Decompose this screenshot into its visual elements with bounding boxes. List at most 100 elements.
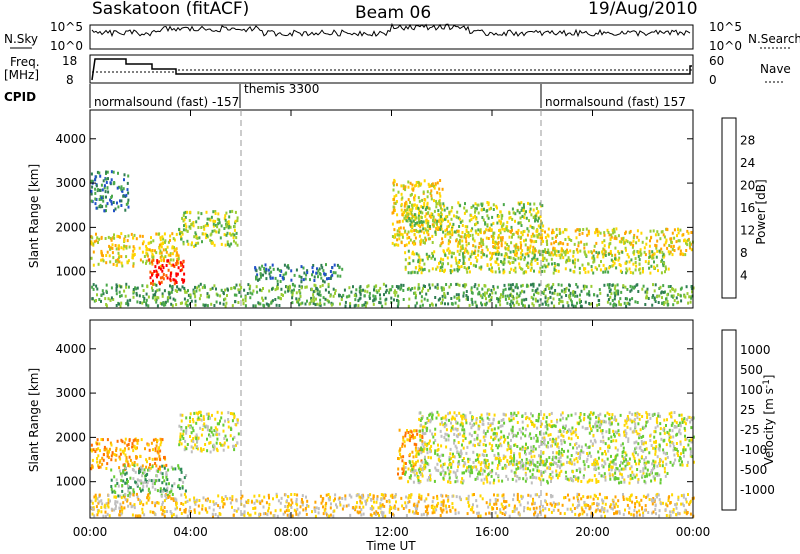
heatmap-cell xyxy=(410,192,413,196)
heatmap-cell xyxy=(216,422,219,426)
heatmap-cell xyxy=(296,507,299,511)
heatmap-cell xyxy=(477,455,480,459)
heatmap-cell xyxy=(165,264,168,267)
heatmap-cell xyxy=(654,233,657,237)
heatmap-cell xyxy=(431,267,434,271)
heatmap-cell xyxy=(655,493,658,497)
heatmap-cell xyxy=(512,232,515,236)
heatmap-cell xyxy=(521,289,523,293)
heatmap-cell xyxy=(541,236,543,240)
heatmap-cell xyxy=(112,201,115,204)
heatmap-cell xyxy=(555,253,558,257)
heatmap-cell xyxy=(644,303,647,306)
heatmap-cell xyxy=(255,275,258,279)
heatmap-cell xyxy=(205,424,208,428)
heatmap-cell xyxy=(677,424,680,427)
heatmap-cell xyxy=(194,295,197,299)
heatmap-cell xyxy=(495,304,498,308)
heatmap-cell xyxy=(229,210,232,214)
heatmap-cell xyxy=(549,295,552,299)
heatmap-cell xyxy=(227,445,230,449)
heatmap-cell xyxy=(446,499,449,503)
heatmap-cell xyxy=(245,500,247,504)
heatmap-cell xyxy=(532,499,535,503)
heatmap-cell xyxy=(327,282,330,286)
heatmap-cell xyxy=(123,448,126,452)
heatmap-cell xyxy=(621,250,624,254)
heatmap-cell xyxy=(618,263,621,266)
heatmap-cell xyxy=(136,441,139,445)
heatmap-cell xyxy=(169,274,172,278)
heatmap-cell xyxy=(372,495,375,498)
heatmap-cell xyxy=(112,182,115,186)
heatmap-cell xyxy=(524,252,527,256)
cpid-segment-1: normalsound (fast) -157 xyxy=(94,95,239,109)
heatmap-cell xyxy=(266,513,269,517)
heatmap-cell xyxy=(622,498,625,501)
heatmap-cell xyxy=(492,221,495,225)
heatmap-cell xyxy=(223,217,226,221)
heatmap-cell xyxy=(124,235,127,238)
heatmap-cell xyxy=(389,288,392,292)
heatmap-cell xyxy=(550,257,553,261)
heatmap-cell xyxy=(505,500,508,504)
heatmap-cell xyxy=(671,231,674,235)
heatmap-cell xyxy=(637,462,640,466)
heatmap-cell xyxy=(525,238,527,242)
heatmap-cell xyxy=(401,459,404,463)
heatmap-cell xyxy=(423,204,426,208)
heatmap-cell xyxy=(103,505,106,509)
heatmap-cell xyxy=(112,170,115,174)
heatmap-cell xyxy=(523,258,526,262)
heatmap-cell xyxy=(682,233,685,237)
heatmap-cell xyxy=(163,499,166,503)
heatmap-cell xyxy=(433,257,436,261)
heatmap-cell xyxy=(329,513,332,517)
heatmap-cell xyxy=(90,172,93,176)
heatmap-cell xyxy=(141,464,144,468)
heatmap-cell xyxy=(491,291,494,295)
heatmap-cell xyxy=(150,249,153,253)
heatmap-cell xyxy=(267,303,270,307)
heatmap-cell xyxy=(506,247,509,251)
heatmap-cell xyxy=(124,466,127,470)
heatmap-cell xyxy=(637,453,639,457)
heatmap-cell xyxy=(160,242,163,246)
heatmap-cell xyxy=(409,200,411,204)
heatmap-cell xyxy=(590,250,593,254)
heatmap-cell xyxy=(321,497,324,501)
heatmap-cell xyxy=(572,254,575,258)
heatmap-cell xyxy=(370,498,373,501)
heatmap-cell xyxy=(654,300,657,303)
heatmap-cell xyxy=(299,505,302,509)
heatmap-cell xyxy=(95,206,98,210)
heatmap-cell xyxy=(213,304,216,307)
heatmap-cell xyxy=(576,495,579,499)
heatmap-cell xyxy=(300,275,303,279)
heatmap-cell xyxy=(233,435,236,439)
heatmap-cell xyxy=(521,249,524,253)
heatmap-cell xyxy=(284,493,287,497)
heatmap-cell xyxy=(632,239,635,243)
heatmap-cell xyxy=(452,222,455,226)
heatmap-cell xyxy=(321,499,324,503)
heatmap-cell xyxy=(334,291,336,295)
heatmap-cell xyxy=(597,456,600,460)
heatmap-cell xyxy=(319,285,322,289)
heatmap-cell xyxy=(657,269,659,273)
heatmap-cell xyxy=(461,422,464,426)
heatmap-cell xyxy=(155,269,158,273)
heatmap-cell xyxy=(506,255,509,259)
heatmap-cell xyxy=(479,241,482,245)
heatmap-cell xyxy=(451,424,454,428)
heatmap-cell xyxy=(527,493,530,497)
heatmap-cell xyxy=(133,233,136,237)
heatmap-cell xyxy=(139,499,141,503)
heatmap-cell xyxy=(679,440,682,444)
heatmap-cell xyxy=(461,224,464,227)
heatmap-cell xyxy=(136,495,139,499)
heatmap-cell xyxy=(509,287,512,291)
heatmap-cell xyxy=(202,448,205,451)
heatmap-cell xyxy=(550,242,553,246)
heatmap-cell xyxy=(179,435,182,439)
